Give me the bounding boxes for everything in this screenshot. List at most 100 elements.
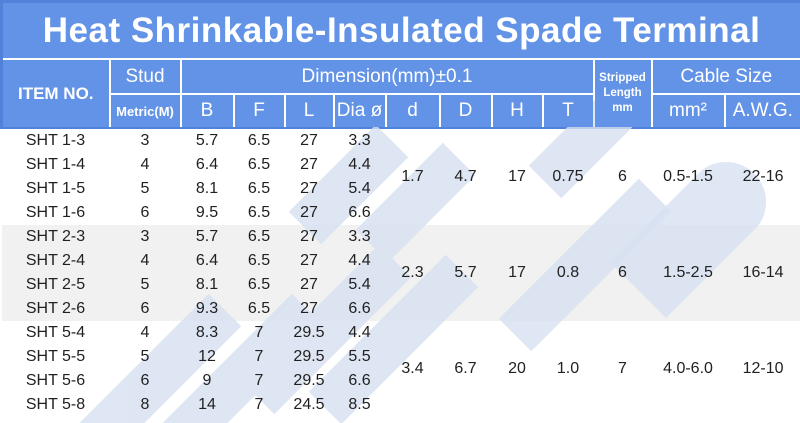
value-cell: 6.4 bbox=[195, 156, 219, 173]
title-row: Heat Shrinkable-Insulated Spade Terminal bbox=[0, 0, 800, 60]
value-cell: 6.6 bbox=[348, 204, 371, 221]
item-cell: SHT 2-5 bbox=[25, 276, 86, 293]
group-value-awg: 16-14 bbox=[742, 264, 784, 281]
col-header-metric: Metric(M) bbox=[108, 93, 182, 129]
group-value-d: 3.4 bbox=[401, 360, 424, 377]
item-cell: SHT 5-5 bbox=[25, 348, 86, 365]
value-cell: 7 bbox=[254, 348, 264, 365]
value-cell: 5 bbox=[140, 180, 150, 197]
group-value-stripped: 6 bbox=[618, 168, 627, 185]
item-cell: SHT 5-4 bbox=[25, 324, 86, 341]
group-value-D: 6.7 bbox=[454, 360, 477, 377]
col-header-f: F bbox=[232, 93, 286, 129]
col-header-d-small: d bbox=[384, 93, 441, 129]
col-header-stripped-length: Stripped Length mm bbox=[592, 58, 653, 129]
value-cell: 27 bbox=[300, 204, 318, 221]
value-cell: 8.1 bbox=[195, 276, 219, 293]
value-cell: 5.7 bbox=[195, 132, 219, 149]
value-cell: 6.6 bbox=[348, 300, 371, 317]
value-cell: 27 bbox=[300, 180, 318, 197]
stripped-line2: Length bbox=[603, 87, 642, 100]
value-cell: 27 bbox=[300, 300, 318, 317]
group-value-mm2: 1.5-2.5 bbox=[663, 264, 713, 281]
value-cell: 8.5 bbox=[348, 396, 371, 413]
item-cell: SHT 5-6 bbox=[25, 372, 86, 389]
value-cell: 7 bbox=[254, 396, 264, 413]
value-cell: 4.4 bbox=[348, 252, 371, 269]
group-value-stripped: 7 bbox=[618, 360, 627, 377]
group-value-awg: 22-16 bbox=[742, 168, 784, 185]
table-row: SHT 5-4 4 8.3 7 29.5 4.4 3.4 6.7 20 1.0 … bbox=[2, 321, 800, 377]
group-value-mm2: 0.5-1.5 bbox=[663, 168, 713, 185]
value-cell: 7 bbox=[254, 324, 264, 341]
value-cell: 27 bbox=[300, 156, 318, 173]
value-cell: 5 bbox=[140, 348, 150, 365]
col-header-cable-size: Cable Size bbox=[650, 58, 800, 95]
group-value-T: 0.8 bbox=[556, 264, 580, 281]
value-cell: 6.6 bbox=[348, 372, 371, 389]
value-cell: 3 bbox=[140, 228, 150, 245]
group-value-d: 1.7 bbox=[401, 168, 424, 185]
group-value-awg: 12-10 bbox=[742, 360, 784, 377]
stripped-line3: mm bbox=[612, 101, 633, 114]
value-cell: 6 bbox=[140, 372, 150, 389]
value-cell: 3 bbox=[140, 132, 150, 149]
group-value-H: 17 bbox=[508, 168, 526, 185]
group-value-D: 5.7 bbox=[454, 264, 477, 281]
item-cell: SHT 2-4 bbox=[25, 252, 86, 269]
col-header-dimension: Dimension(mm)±0.1 bbox=[179, 58, 595, 95]
stripped-line1: Stripped bbox=[599, 72, 646, 85]
value-cell: 6.5 bbox=[247, 300, 271, 317]
group-value-d: 2.3 bbox=[401, 264, 424, 281]
value-cell: 29.5 bbox=[293, 348, 325, 365]
value-cell: 4 bbox=[140, 324, 150, 341]
value-cell: 5.4 bbox=[348, 276, 371, 293]
group-value-T: 0.75 bbox=[552, 168, 584, 185]
group-value-stripped: 6 bbox=[618, 264, 627, 281]
value-cell: 29.5 bbox=[293, 372, 325, 389]
item-cell: SHT 2-3 bbox=[25, 228, 86, 245]
col-header-b: B bbox=[179, 93, 235, 129]
col-header-h: H bbox=[490, 93, 544, 129]
value-cell: 12 bbox=[198, 348, 216, 365]
header-row-groups: ITEM NO. Stud Dimension(mm)±0.1 Stripped… bbox=[0, 58, 800, 129]
item-cell: SHT 5-8 bbox=[25, 396, 86, 413]
col-header-t: T bbox=[541, 93, 595, 129]
value-cell: 6.5 bbox=[247, 276, 271, 293]
item-cell: SHT 1-6 bbox=[25, 204, 86, 221]
value-cell: 9.5 bbox=[195, 204, 219, 221]
value-cell: 6.5 bbox=[247, 252, 271, 269]
header-row-subcolumns: Metric(M) B F L Dia ø d D H T mm² A.W.G. bbox=[2, 93, 800, 129]
item-cell: SHT 1-4 bbox=[25, 156, 86, 173]
value-cell: 14 bbox=[198, 396, 216, 413]
value-cell: 6.5 bbox=[247, 180, 271, 197]
value-cell: 4 bbox=[140, 252, 150, 269]
item-cell: SHT 2-6 bbox=[25, 300, 86, 317]
value-cell: 6.5 bbox=[247, 228, 271, 245]
value-cell: 6.4 bbox=[195, 252, 219, 269]
value-cell: 9.3 bbox=[195, 300, 219, 317]
col-header-d-big: D bbox=[438, 93, 493, 129]
value-cell: 4.4 bbox=[348, 324, 371, 341]
value-cell: 7 bbox=[254, 372, 264, 389]
group-value-D: 4.7 bbox=[454, 168, 477, 185]
value-cell: 27 bbox=[300, 228, 318, 245]
value-cell: 6 bbox=[140, 300, 150, 317]
value-cell: 6 bbox=[140, 204, 150, 221]
value-cell: 8.3 bbox=[195, 324, 219, 341]
col-header-stud: Stud bbox=[108, 58, 182, 95]
value-cell: 5.5 bbox=[348, 348, 371, 365]
value-cell: 5 bbox=[140, 276, 150, 293]
table-row: SHT 2-3 3 5.7 6.5 27 3.3 2.3 5.7 17 0.8 … bbox=[1, 225, 800, 281]
group-value-H: 17 bbox=[508, 264, 526, 281]
value-cell: 8 bbox=[140, 396, 150, 413]
value-cell: 6.5 bbox=[247, 132, 271, 149]
value-cell: 27 bbox=[300, 276, 318, 293]
value-cell: 3.3 bbox=[348, 228, 371, 245]
value-cell: 5.7 bbox=[195, 228, 219, 245]
value-cell: 27 bbox=[300, 252, 318, 269]
value-cell: 5.4 bbox=[348, 180, 371, 197]
page-title: Heat Shrinkable-Insulated Spade Terminal bbox=[0, 0, 800, 60]
